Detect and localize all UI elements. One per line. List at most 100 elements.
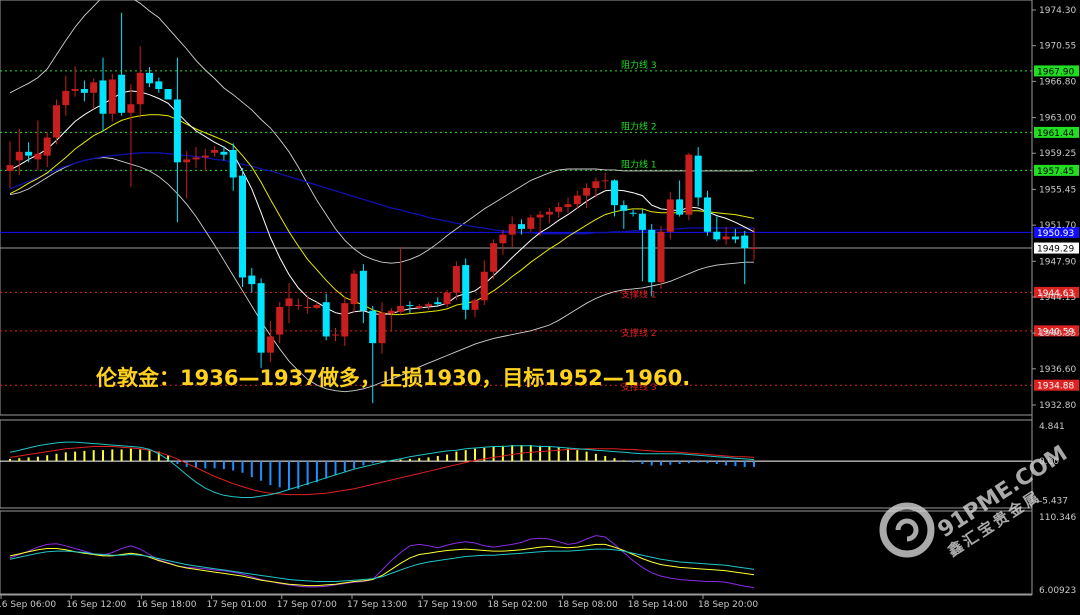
level-label-4: 支撑线 1: [621, 288, 657, 300]
candle-body: [527, 217, 535, 229]
candle-body: [201, 155, 209, 158]
level-price-tag-2: [1034, 126, 1079, 138]
candle-body: [332, 334, 339, 336]
price-tick-label: 1970.55: [1039, 42, 1076, 52]
candle-body: [638, 213, 646, 230]
candle-body: [276, 306, 284, 335]
candle-body: [545, 211, 553, 215]
candle-body: [25, 151, 33, 156]
candle-body: [136, 72, 144, 105]
level-price-text-5: 1940.59: [1037, 327, 1074, 337]
oscillator-line-1: [9, 535, 755, 589]
macd-signal-line: [9, 446, 755, 496]
candle-body: [99, 80, 107, 114]
candle-body: [583, 187, 591, 196]
candle-body: [387, 310, 395, 314]
level-price-text-6: 1934.88: [1037, 382, 1074, 392]
candle-body: [406, 305, 414, 307]
level-label-2: 阻力线 2: [621, 120, 657, 132]
candle-body: [220, 151, 228, 155]
candle-body: [648, 229, 656, 283]
candle-body: [192, 157, 200, 160]
candle-body: [462, 265, 470, 310]
level-label-3: 阻力线 1: [621, 158, 657, 170]
watermark-logo-icon: [879, 502, 935, 558]
candle-body: [313, 305, 321, 308]
candle-body: [536, 214, 544, 218]
candle-body: [518, 224, 525, 229]
blue-line-price-tag: [1034, 226, 1079, 238]
oscillator-tick-label: 110.346: [1039, 513, 1076, 523]
bollinger-lower-band: [9, 157, 754, 393]
time-tick-label: 16 Sep 12:00: [66, 600, 126, 610]
candle-body: [508, 224, 516, 235]
macd-tick-label: 0.00: [1039, 457, 1059, 467]
candle-body: [480, 271, 488, 301]
candle-body: [341, 303, 349, 337]
time-tick-label: 17 Sep 07:00: [277, 600, 337, 610]
price-tick-label: 1963.00: [1039, 114, 1076, 124]
candle-body: [239, 175, 246, 278]
candle-body: [146, 72, 153, 84]
price-chart-pane[interactable]: 阻力线 3 阻力线 2 阻力线 1 支撑线 1 支撑线 2 支撑线 3: [0, 0, 1033, 416]
candle-body: [592, 181, 600, 188]
candle-body: [248, 275, 256, 285]
time-tick-label: 18 Sep 20:00: [698, 600, 758, 610]
candle-body: [229, 149, 237, 178]
candle-body: [118, 74, 126, 113]
candle-body: [434, 302, 442, 305]
price-tick-label: 1940.35: [1039, 329, 1076, 339]
macd-indicator-pane[interactable]: [0, 419, 1033, 509]
candle-body: [666, 199, 674, 232]
candle-body: [629, 212, 637, 214]
price-tick-label: 1932.80: [1039, 401, 1076, 411]
candle-body: [257, 283, 265, 353]
current-price-tag: [1034, 242, 1079, 254]
level-price-text-4: 1944.63: [1037, 289, 1074, 299]
level-price-tag-4: [1034, 286, 1079, 298]
macd-tick-label: 4.841: [1039, 422, 1065, 432]
candle-body: [53, 105, 60, 138]
candle-body: [80, 89, 88, 93]
time-tick-label: 17 Sep 01:00: [207, 600, 267, 610]
candle-body: [43, 137, 51, 156]
candle-body: [722, 236, 730, 240]
level-price-tag-5: [1034, 325, 1079, 337]
candle-body: [350, 273, 358, 305]
price-tick-label: 1947.90: [1039, 257, 1076, 267]
level-label-5: 支撑线 2: [621, 327, 657, 339]
candle-body: [601, 180, 609, 182]
price-tick-label: 1944.15: [1039, 293, 1076, 303]
trade-annotation: 伦敦金：1936—1937做多，止损1930，目标1952—1960.: [96, 366, 690, 390]
candle-body: [555, 207, 563, 212]
candle-body: [425, 304, 432, 307]
candle-body: [183, 159, 191, 163]
candle-body: [415, 306, 423, 308]
candle-body: [704, 197, 711, 232]
time-tick-label: 17 Sep 13:00: [347, 600, 407, 610]
price-tick-label: 1974.30: [1039, 6, 1076, 16]
candle-body: [34, 153, 42, 160]
candle-body: [62, 90, 70, 106]
candle-body: [713, 231, 721, 240]
candle-body: [564, 204, 572, 208]
candle-body: [611, 180, 618, 206]
candle-body: [750, 247, 758, 249]
level-price-tag-1: [1034, 65, 1079, 77]
time-tick-label: 18 Sep 08:00: [558, 600, 618, 610]
candle-body: [127, 104, 135, 113]
oscillator-line-2: [9, 543, 755, 587]
macd-tick-label: -5.437: [1039, 497, 1068, 507]
level-price-text-3: 1957.45: [1037, 167, 1074, 177]
time-tick-label: 17 Sep 19:00: [417, 600, 477, 610]
candle-body: [71, 89, 79, 91]
level-label-6: 支撑线 3: [621, 381, 657, 393]
candle-body: [211, 149, 219, 153]
candle-body: [369, 310, 377, 344]
level-label-1: 阻力线 3: [621, 59, 657, 71]
bollinger-upper-band: [9, 0, 754, 264]
candle-body: [266, 336, 274, 353]
time-tick-label: 16 Sep 06:00: [0, 600, 56, 610]
candle-body: [490, 243, 498, 272]
